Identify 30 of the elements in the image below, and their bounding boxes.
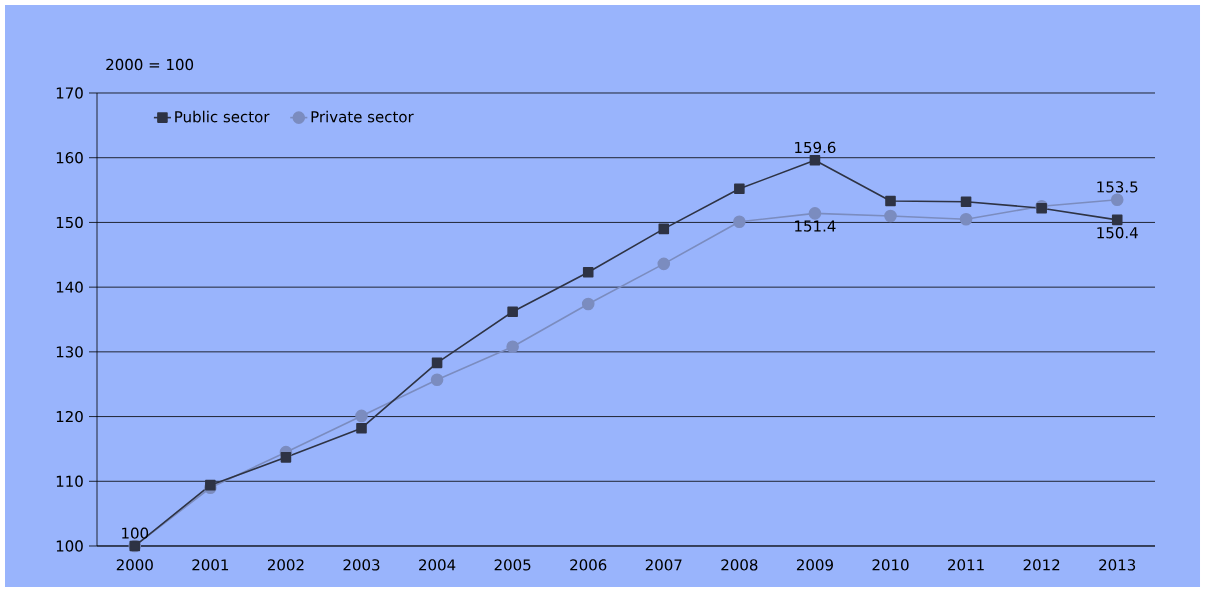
y-tick-label: 150 (56, 216, 83, 229)
data-label: 159.6 (795, 141, 836, 154)
y-tick-label: 100 (56, 540, 83, 552)
x-tick-label: 2010 (872, 559, 909, 571)
x-tick-label: 2008 (721, 559, 758, 571)
y-tick-label: 140 (56, 281, 83, 293)
data-label: 151.4 (795, 220, 836, 232)
y-tick-label: 170 (56, 87, 83, 99)
x-tick-label: 2009 (796, 559, 833, 571)
x-tick-label: 2002 (267, 559, 304, 571)
legend-label: Private sector (311, 110, 414, 123)
x-tick-label: 2000 (116, 559, 153, 571)
x-tick-label: 2003 (343, 559, 380, 571)
x-tick-label: 2006 (570, 559, 607, 571)
x-tick-label: 2013 (1099, 559, 1136, 571)
x-tick-label: 2001 (192, 559, 229, 571)
x-tick-label: 2005 (494, 559, 531, 571)
x-tick-label: 2007 (645, 559, 682, 571)
y-tick-label: 120 (56, 410, 83, 423)
data-label: 100 (122, 527, 149, 539)
x-tick-label: 2004 (419, 559, 456, 571)
x-tick-label: 2011 (948, 559, 984, 571)
y-tick-label: 160 (56, 152, 83, 164)
y-axis-title: 2000 = 100 (106, 58, 194, 71)
data-label: 150.4 (1097, 227, 1138, 239)
legend-label: Public sector (175, 110, 270, 123)
y-tick-label: 130 (56, 346, 83, 358)
x-tick-label: 2012 (1023, 559, 1060, 571)
data-label: 153.5 (1097, 181, 1138, 193)
y-tick-label: 110 (56, 475, 83, 487)
